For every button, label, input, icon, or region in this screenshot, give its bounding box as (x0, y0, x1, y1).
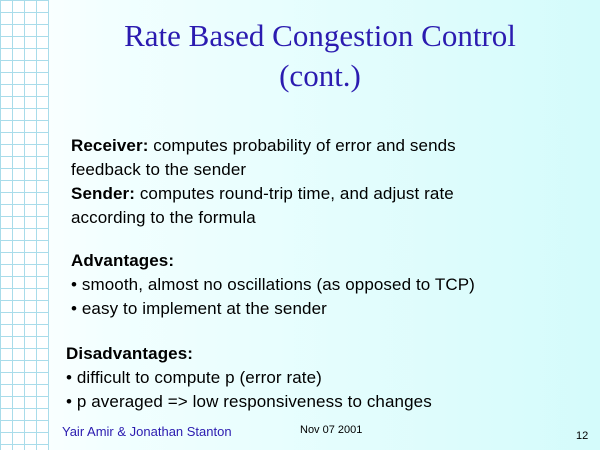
sender-label: Sender: (71, 184, 135, 203)
advantages-block: Advantages: • smooth, almost no oscillat… (71, 249, 571, 321)
title-line-1: Rate Based Congestion Control (124, 18, 516, 53)
advantage-item: • smooth, almost no oscillations (as opp… (71, 275, 475, 294)
receiver-label: Receiver: (71, 136, 149, 155)
disadvantage-item: • p averaged => low responsiveness to ch… (66, 392, 432, 411)
page-number: 12 (576, 430, 589, 442)
disadvantages-heading: Disadvantages: (66, 344, 194, 363)
footer-author: Yair Amir & Jonathan Stanton (62, 424, 232, 439)
sender-text-2: according to the formula (71, 208, 256, 227)
slide-title: Rate Based Congestion Control (cont.) (90, 16, 550, 96)
sender-line-1: Sender: computes round-trip time, and ad… (71, 182, 571, 206)
advantages-heading: Advantages: (71, 251, 175, 270)
receiver-text-2: feedback to the sender (71, 160, 247, 179)
grid-decoration (0, 0, 49, 450)
title-line-2: (cont.) (279, 58, 361, 93)
footer-date: Nov 07 2001 (300, 424, 363, 436)
advantage-item: • easy to implement at the sender (71, 299, 327, 318)
receiver-line-1: Receiver: computes probability of error … (71, 134, 571, 158)
receiver-sender-block: Receiver: computes probability of error … (71, 134, 571, 230)
receiver-text-1: computes probability of error and sends (148, 136, 456, 155)
disadvantages-block: Disadvantages: • difficult to compute p … (66, 342, 566, 414)
disadvantage-item: • difficult to compute p (error rate) (66, 368, 322, 387)
sender-text-1: computes round-trip time, and adjust rat… (135, 184, 454, 203)
